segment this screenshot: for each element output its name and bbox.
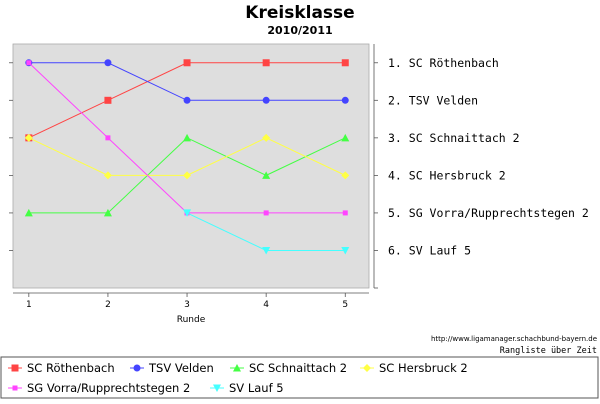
data-point [26,60,32,66]
rank-label: 1. SC Röthenbach [388,56,499,70]
right-axis: 1. SC Röthenbach 2. TSV Velden 3. SC Schna… [9,44,589,289]
chart-caption: Rangliste über Zeit [500,346,597,356]
legend-label: SC Schnaittach 2 [249,361,347,375]
rank-label: 4. SC Hersbruck 2 [388,168,506,182]
data-point [183,96,191,104]
legend-item: SC Röthenbach [8,361,115,375]
data-point [183,59,191,67]
chart-subtitle: 2010/2011 [267,24,332,37]
legend-marker [213,384,221,392]
x-tick-label-3: 3 [184,300,190,310]
series-layer [24,59,350,255]
data-point [341,59,349,67]
data-point [262,96,270,104]
data-point [341,96,349,104]
legend-marker [11,364,19,372]
legend-item: SC Hersbruck 2 [360,361,468,375]
legend-label: SG Vorra/Rupprechtstegen 2 [27,381,190,395]
series-2 [24,133,350,217]
series-5 [183,209,350,255]
legend: SC Röthenbach TSV Velden SC Schnaittach 2 S… [8,361,468,395]
data-point [341,133,350,142]
legend-marker [133,364,141,372]
data-point [24,133,33,142]
rank-label: 6. SV Lauf 5 [388,243,471,257]
data-point [183,171,192,180]
legend-item: SC Schnaittach 2 [230,361,347,375]
data-point [263,210,269,216]
data-point [262,59,270,67]
data-point [183,133,192,142]
legend-item: SG Vorra/Rupprechtstegen 2 [8,381,190,395]
data-point [342,210,348,216]
data-point [183,209,192,217]
x-tick-label-1: 1 [26,300,32,310]
series-1 [25,59,349,104]
legend-marker [233,364,241,372]
rank-label: 5. SG Vorra/Rupprechtstegen 2 [388,206,589,220]
legend-item: SV Lauf 5 [210,381,284,395]
rank-label: 2. TSV Velden [388,93,478,107]
x-tick-label-4: 4 [263,300,269,310]
data-point [105,135,111,141]
x-tick-label-5: 5 [342,300,348,310]
legend-label: TSV Velden [148,361,214,375]
x-tick-label-2: 2 [105,300,111,310]
source-url: http://www.ligamanager.schachbund-bayern… [431,335,597,343]
data-point [24,208,33,217]
legend-label: SC Hersbruck 2 [379,361,468,375]
data-point [262,133,271,142]
data-point [103,208,112,217]
series-3 [24,133,350,180]
x-axis-label: Runde [177,315,206,325]
chart-title: Kreisklasse [245,3,354,23]
data-point [341,246,350,255]
data-point [262,246,271,255]
rank-label: 3. SC Schnaittach 2 [388,131,520,145]
data-point [341,171,350,180]
data-point [262,171,271,179]
data-point [103,171,112,180]
data-point [104,59,112,67]
legend-label: SC Röthenbach [27,361,115,375]
data-point [104,96,112,104]
legend-marker [12,385,18,391]
legend-item: TSV Velden [130,361,214,375]
x-axis: 1 2 3 4 5 [13,292,369,310]
plot-area [12,43,370,289]
legend-box [0,356,599,399]
legend-marker [363,364,371,372]
legend-label: SV Lauf 5 [229,381,284,395]
